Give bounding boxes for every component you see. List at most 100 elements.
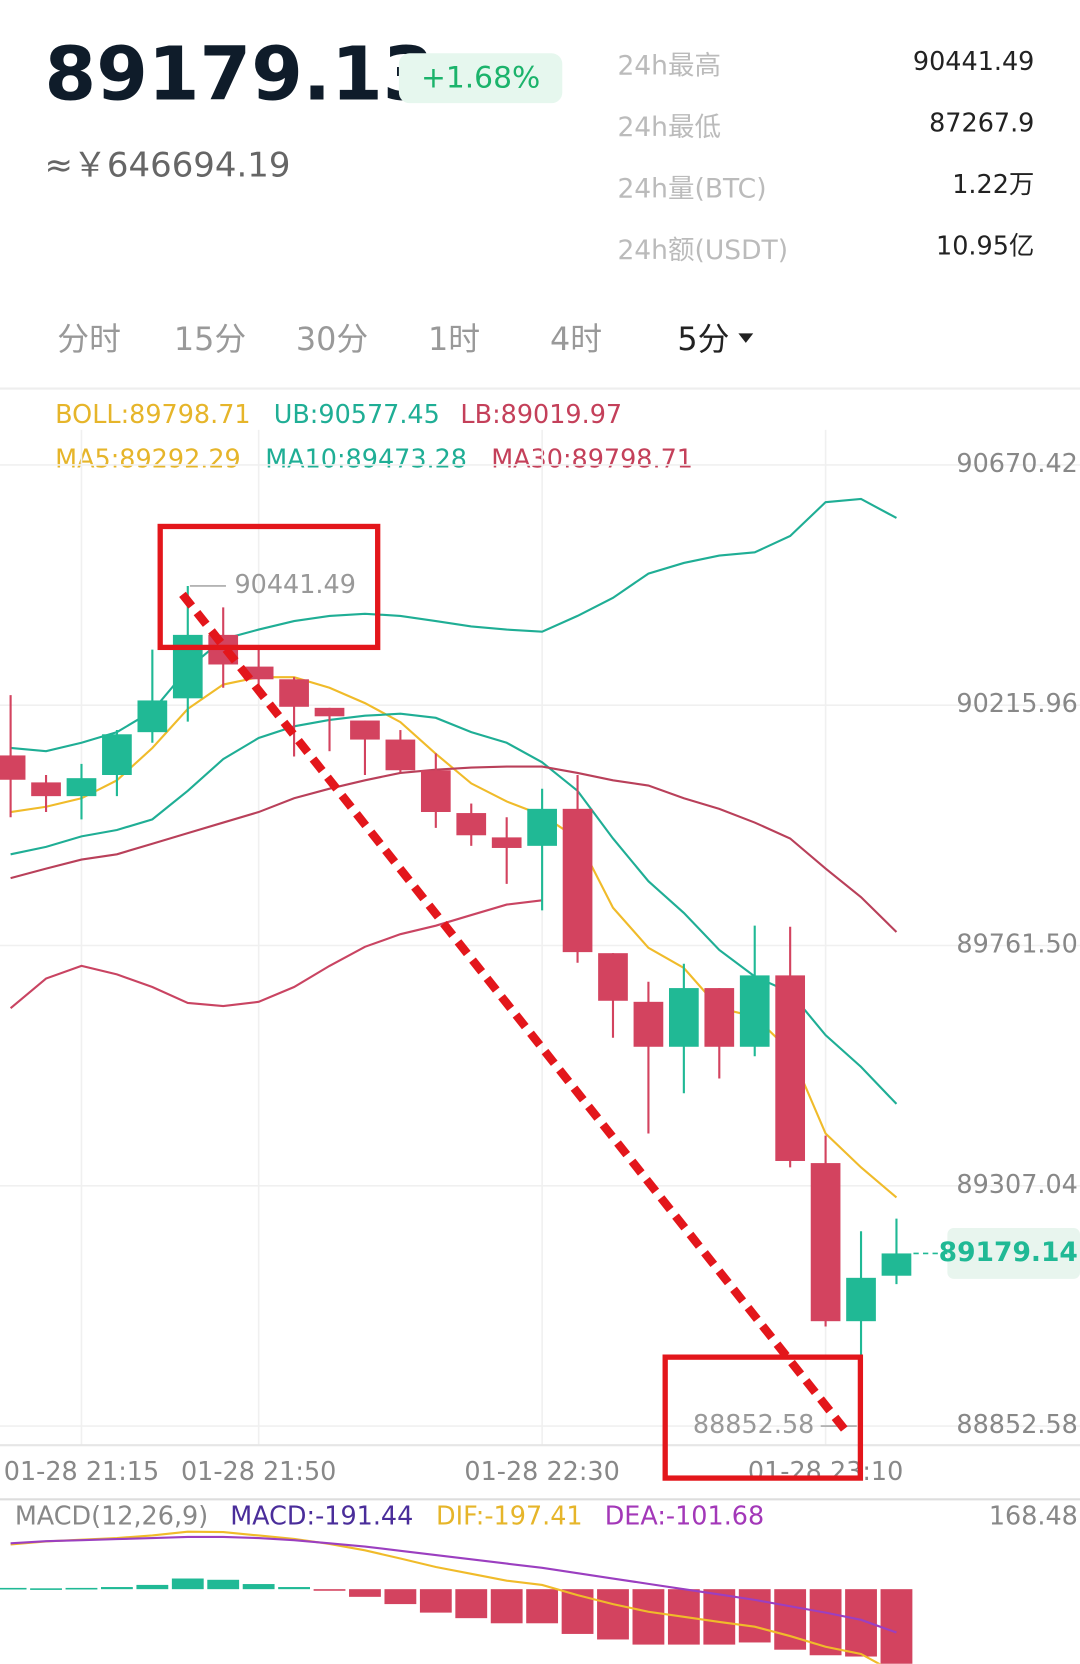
cny-price: ≈￥646694.19 [45,145,291,185]
macd-bar [774,1589,807,1650]
candle-body [846,1277,876,1322]
indicator-label: DEA:-101.68 [605,1501,764,1531]
change-badge [398,53,563,104]
macd-bar [490,1589,523,1624]
macd-bar [597,1589,629,1640]
tab[interactable]: 1时 [428,320,480,358]
change: +1.68% [421,60,540,95]
macd-chart [0,1530,913,1664]
x-tick-label: 01-28 22:30 [464,1457,619,1487]
macd-bar [526,1589,559,1624]
tab[interactable]: 30分 [296,320,368,358]
macd-bar [207,1579,240,1590]
indicator-label: DIF:-197.41 [436,1501,583,1531]
y-tick-label: 90670.42 [956,449,1077,479]
highlight-box [157,523,381,651]
macd-bar [0,1587,27,1590]
macd-bar [313,1589,346,1591]
x-tick-label: 01-28 21:50 [181,1457,336,1487]
candle-body [456,813,487,836]
candle-body [137,700,168,733]
indicator-label: MACD:-191.44 [230,1501,413,1531]
macd-bar [278,1587,310,1590]
candle-body [810,1163,841,1322]
tab[interactable]: 15分 [174,320,246,358]
macd-bar [632,1589,665,1645]
indicator-line [9,899,543,1010]
macd-bar [30,1588,62,1590]
stat-value: 87267.9 [929,108,1034,138]
y-tick-label: 88852.58 [956,1410,1077,1440]
candle-body [350,720,380,740]
stat-value: 10.95亿 [936,231,1034,261]
candle-body [775,975,806,1161]
candle-body [739,975,770,1047]
candle-body [562,808,593,953]
y-tick-label: 89307.04 [956,1170,1077,1200]
x-tick-label: 01-28 23:10 [748,1457,903,1487]
indicator-label: MA30:89798.71 [491,445,693,475]
dropdown-icon[interactable] [738,333,754,343]
macd-bar [703,1589,736,1645]
stat-label: 24h量(BTC) [617,174,766,205]
indicator-label: LB:89019.97 [460,400,622,430]
stat-value: 90441.49 [913,47,1034,77]
indicator-line [10,712,898,1105]
macd-bar [561,1589,594,1634]
x-tick-label: 01-28 21:15 [4,1457,159,1487]
macd-bar [809,1589,842,1656]
high-label: 90441.49 [234,570,355,600]
y-tick-label: 168.48 [989,1501,1078,1531]
candle-body [669,988,699,1047]
indicator-label: MACD(12,26,9) [15,1501,208,1531]
candle-body [31,782,61,797]
candle-body [102,734,132,775]
candle-body [66,778,97,797]
low-label: 88852.58 [693,1410,814,1440]
candle-body [527,808,557,846]
y-tick-label: 90215.96 [956,689,1077,719]
stat-label: 24h最低 [617,112,721,143]
candle-body [633,1001,664,1047]
y-tick-label: 89761.50 [956,930,1077,960]
macd-bar [136,1584,169,1590]
candle-body [0,755,26,780]
candle-body [420,770,451,813]
last-price-tag [947,1227,1080,1279]
candle-body [314,707,345,717]
stat-label: 24h最高 [617,51,721,82]
indicator-line [10,676,898,1199]
price-chart: BOLL:89798.71 UB:90577.45 LB:89019.97 MA5:8… [0,400,1080,1487]
macd-bar [880,1589,913,1664]
candle-body [704,988,735,1047]
macd-bar [65,1587,98,1590]
last-price-label: 89179.14 [939,1237,1078,1268]
trend-line [179,591,853,1438]
macd-bar [100,1587,133,1590]
last-price: 89179.13 [45,30,435,117]
indicator-line [10,1530,882,1664]
macd-bar [171,1578,204,1590]
macd-bar [455,1589,488,1619]
tab[interactable]: 4时 [550,320,602,358]
macd-bar [349,1589,381,1597]
indicator-label: UB:90577.45 [274,400,440,430]
indicator-line [10,765,898,933]
macd-bar [242,1584,275,1590]
indicator-line [10,1535,897,1634]
tab[interactable]: 5分 [677,320,729,358]
candle-body [881,1253,912,1276]
indicator-label: MA5:89292.29 [55,445,241,475]
indicator-label: MA10:89473.28 [265,445,467,475]
tabs: 分时 15分 30分 1时 4时 5分 [57,320,729,358]
macd-bar [419,1589,452,1613]
candle-body [491,837,522,848]
candle-body [385,739,416,771]
indicator-label: BOLL:89798.71 [55,400,250,430]
highlight-box [662,1354,864,1481]
stat-value: 1.22万 [952,170,1034,200]
candle-body [279,679,309,707]
tab[interactable]: 分时 [57,320,121,358]
stats: 24h最高 90441.49 24h最低 87267.9 24h量(BTC) 1.22万 2… [617,47,1034,266]
